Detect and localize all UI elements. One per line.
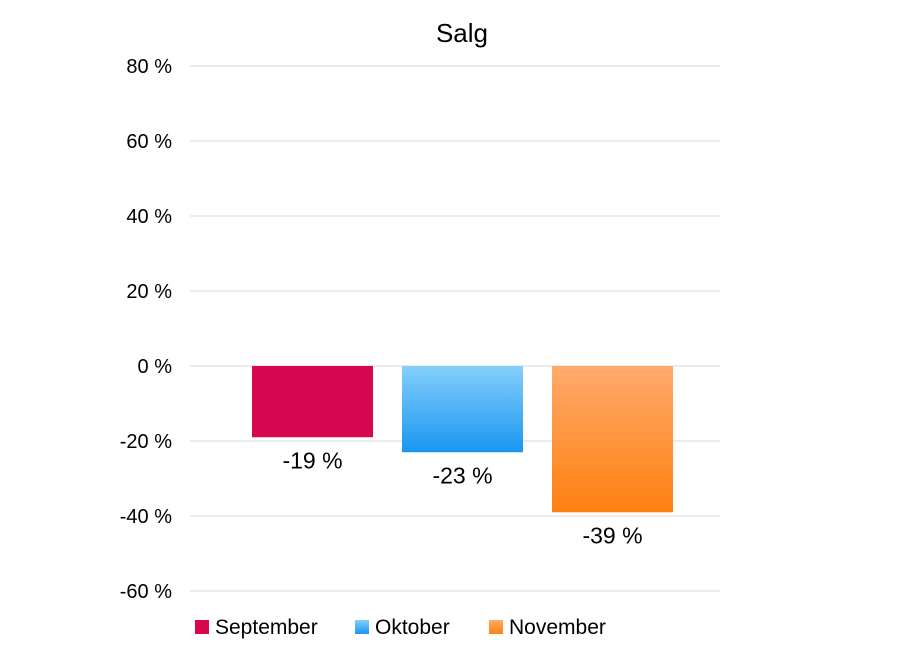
y-tick-label: 0 % bbox=[138, 356, 173, 378]
y-tick-label: -20 % bbox=[120, 431, 172, 453]
legend-swatch bbox=[195, 620, 209, 634]
data-label: -19 % bbox=[282, 447, 342, 473]
legend-swatch bbox=[355, 620, 369, 634]
y-tick-label: 40 % bbox=[126, 206, 172, 228]
bar-september bbox=[252, 366, 373, 438]
legend-swatch bbox=[489, 620, 503, 634]
chart-title: Salg bbox=[436, 18, 488, 48]
y-tick-label: 80 % bbox=[126, 56, 172, 78]
y-tick-label: 60 % bbox=[126, 131, 172, 153]
data-label: -39 % bbox=[582, 522, 642, 548]
legend-label: September bbox=[215, 616, 318, 639]
legend-label: November bbox=[509, 616, 606, 639]
data-label: -23 % bbox=[432, 462, 492, 488]
legend-label: Oktober bbox=[375, 616, 450, 639]
bars bbox=[252, 366, 673, 513]
bar-november bbox=[552, 366, 673, 513]
y-tick-label: -40 % bbox=[120, 506, 172, 528]
y-axis-ticks: 80 % 60 % 40 % 20 % 0 % -20 % -40 % -60 % bbox=[120, 56, 172, 603]
bar-oktober bbox=[402, 366, 523, 453]
y-tick-label: -60 % bbox=[120, 581, 172, 603]
y-tick-label: 20 % bbox=[126, 281, 172, 303]
legend: September Oktober November bbox=[195, 616, 606, 639]
data-labels: -19 % -23 % -39 % bbox=[282, 447, 642, 548]
